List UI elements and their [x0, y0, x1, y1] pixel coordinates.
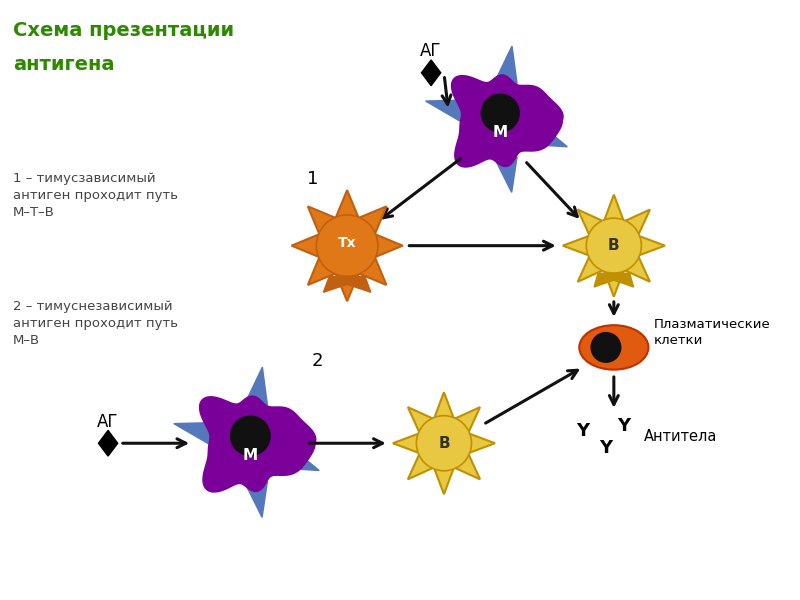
Polygon shape: [532, 124, 567, 147]
Polygon shape: [98, 430, 118, 456]
Text: В: В: [438, 436, 450, 451]
Text: М: М: [242, 448, 258, 463]
Circle shape: [230, 416, 270, 455]
Polygon shape: [199, 396, 316, 492]
Text: 1 – тимусзависимый
антиген проходит путь
М–Т–В: 1 – тимусзависимый антиген проходит путь…: [14, 172, 178, 218]
Polygon shape: [426, 100, 466, 121]
Text: Y: Y: [599, 439, 613, 457]
Polygon shape: [246, 367, 267, 405]
Text: АГ: АГ: [420, 42, 442, 60]
Text: В: В: [608, 238, 620, 253]
Ellipse shape: [579, 325, 649, 370]
Text: Плазматические
клетки: Плазматические клетки: [654, 318, 770, 347]
Polygon shape: [284, 448, 319, 470]
Polygon shape: [594, 273, 634, 287]
Text: Схема презентации: Схема презентации: [14, 22, 234, 40]
Text: Антитела: Антитела: [643, 429, 717, 444]
Polygon shape: [422, 60, 441, 86]
Circle shape: [316, 215, 378, 277]
Text: Y: Y: [617, 418, 630, 436]
Circle shape: [482, 94, 519, 132]
Polygon shape: [451, 75, 563, 167]
Polygon shape: [174, 422, 214, 443]
Polygon shape: [393, 392, 495, 494]
Text: Y: Y: [576, 422, 589, 440]
Text: 2: 2: [312, 352, 323, 370]
Circle shape: [417, 416, 471, 471]
Polygon shape: [562, 194, 665, 297]
Text: 2 – тимуснезависимый
антиген проходит путь
М–В: 2 – тимуснезависимый антиген проходит пу…: [14, 300, 178, 347]
Text: М: М: [493, 125, 508, 140]
Text: антигена: антигена: [14, 55, 114, 74]
Text: 1: 1: [307, 170, 318, 188]
Polygon shape: [495, 46, 517, 83]
Ellipse shape: [591, 332, 621, 362]
Polygon shape: [495, 157, 517, 193]
Text: АГ: АГ: [98, 413, 119, 431]
Circle shape: [586, 218, 642, 273]
Polygon shape: [291, 190, 402, 301]
Text: Тх: Тх: [338, 236, 357, 250]
Polygon shape: [323, 277, 371, 292]
Polygon shape: [246, 482, 267, 517]
